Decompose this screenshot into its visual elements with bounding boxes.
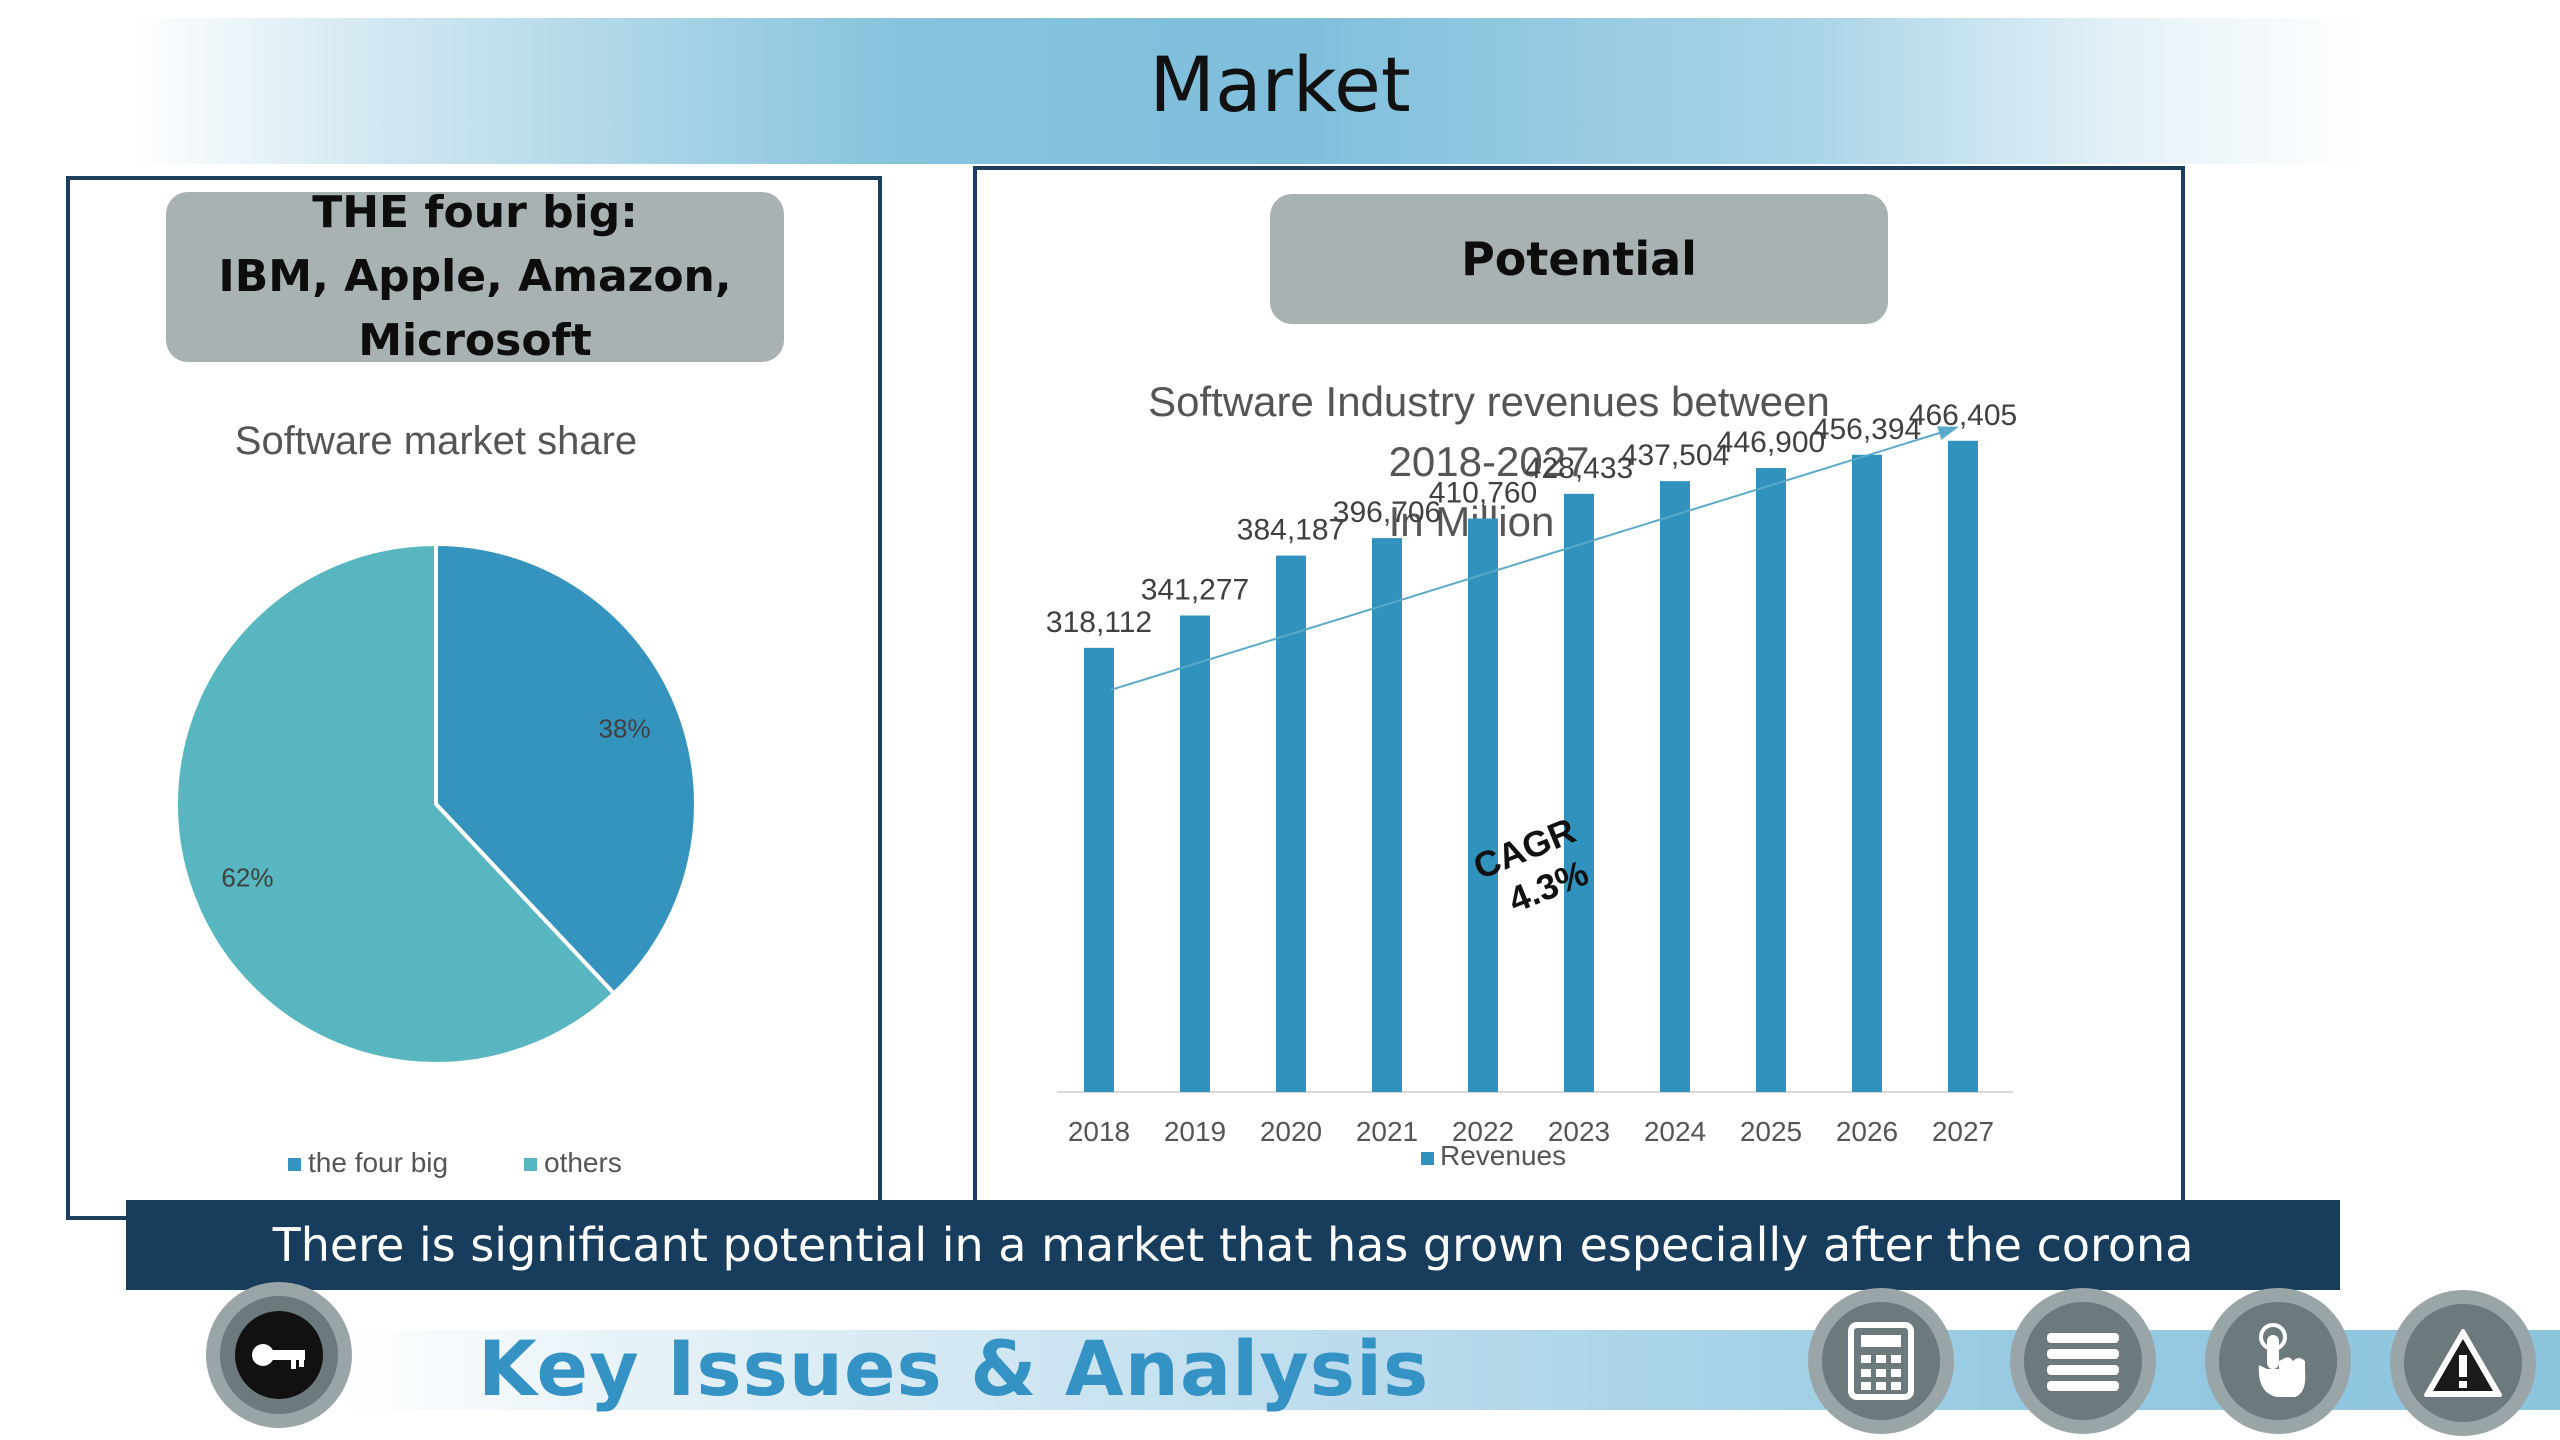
x-tick-label: 2022 xyxy=(1452,1116,1514,1147)
pie-legend-label: others xyxy=(544,1147,622,1178)
touch-icon xyxy=(2258,1323,2306,1397)
bar-2018 xyxy=(1084,647,1114,1092)
page-title: Market xyxy=(1149,40,1411,129)
menu-button[interactable] xyxy=(2010,1288,2156,1434)
trend-line xyxy=(1110,427,1954,691)
trend-arrowhead xyxy=(1937,426,1959,440)
bar-legend-swatch xyxy=(1421,1152,1434,1165)
footer-band xyxy=(340,1330,2560,1410)
pie-data-label: 62% xyxy=(221,863,273,893)
key-button[interactable] xyxy=(206,1282,352,1428)
calculator-button[interactable] xyxy=(1808,1288,1954,1434)
bar-value-label: 318,112 xyxy=(1046,606,1152,639)
x-tick-label: 2024 xyxy=(1644,1116,1706,1147)
bar-2023 xyxy=(1564,493,1594,1092)
bar-value-label: 341,277 xyxy=(1141,574,1249,607)
right-panel: Potential Software Industry revenues bet… xyxy=(973,166,2185,1220)
calculator-icon xyxy=(1848,1322,1914,1400)
potential-pill: Potential xyxy=(1270,194,1888,324)
pill-line-3: Microsoft xyxy=(358,315,592,366)
left-panel: THE four big: IBM, Apple, Amazon, Micros… xyxy=(66,176,882,1220)
pie-legend-label: the four big xyxy=(308,1147,448,1178)
bar-value-label: 466,405 xyxy=(1909,399,2017,432)
bar-title-line: Software Industry revenues between xyxy=(1148,378,1830,425)
pie-data-label: 38% xyxy=(599,713,651,743)
menu-icon xyxy=(2047,1333,2119,1391)
pie-slice-others xyxy=(174,541,617,1066)
conclusion-banner: There is significant potential in a mark… xyxy=(126,1200,2340,1290)
pie-chart: Software market share 38% 62% the four bi… xyxy=(174,419,698,1178)
bar-2024 xyxy=(1660,481,1690,1092)
x-tick-label: 2026 xyxy=(1836,1116,1898,1147)
key-icon xyxy=(235,1311,323,1399)
bar-value-label: 410,760 xyxy=(1429,476,1537,509)
bar-value-label: 384,187 xyxy=(1237,514,1345,547)
bar-value-label: 446,900 xyxy=(1717,426,1825,459)
pill-line-2: IBM, Apple, Amazon, xyxy=(218,251,732,302)
footer-title: Key Issues & Analysis xyxy=(478,1324,1430,1413)
header-band xyxy=(130,18,2460,164)
x-tick-label: 2027 xyxy=(1932,1116,1994,1147)
pie-legend-swatch xyxy=(288,1158,301,1171)
bar-legend-label: Revenues xyxy=(1440,1140,1566,1171)
warning-icon xyxy=(2424,1329,2502,1397)
x-tick-label: 2020 xyxy=(1260,1116,1322,1147)
x-tick-label: 2023 xyxy=(1548,1116,1610,1147)
pie-legend-swatch xyxy=(524,1158,537,1171)
bar-2021 xyxy=(1372,538,1402,1092)
x-tick-label: 2019 xyxy=(1164,1116,1226,1147)
bar-value-label: 396,706 xyxy=(1333,496,1441,529)
bar-chart: Software Industry revenues between 2018-2… xyxy=(1046,378,2017,1171)
bar-2027 xyxy=(1948,440,1978,1092)
pill-line-1: THE four big: xyxy=(312,187,638,238)
bar-value-label: 456,394 xyxy=(1813,413,1921,446)
bar-2022 xyxy=(1468,518,1498,1092)
x-tick-label: 2021 xyxy=(1356,1116,1418,1147)
touch-button[interactable] xyxy=(2205,1288,2351,1434)
bar-2026 xyxy=(1852,454,1882,1092)
warning-button[interactable] xyxy=(2390,1290,2536,1436)
four-big-pill: THE four big: IBM, Apple, Amazon, Micros… xyxy=(166,187,784,366)
bar-title-line: 2018-2027 xyxy=(1389,438,1590,485)
bar-2025 xyxy=(1756,468,1786,1092)
bar-value-label: 437,504 xyxy=(1621,439,1729,472)
x-tick-label: 2018 xyxy=(1068,1116,1130,1147)
bar-value-label: 428,433 xyxy=(1525,452,1633,485)
pie-title: Software market share xyxy=(235,419,637,463)
bar-2020 xyxy=(1276,555,1306,1092)
bar-2019 xyxy=(1180,615,1210,1092)
x-tick-label: 2025 xyxy=(1740,1116,1802,1147)
pie-slice-the-four-big xyxy=(434,541,698,997)
